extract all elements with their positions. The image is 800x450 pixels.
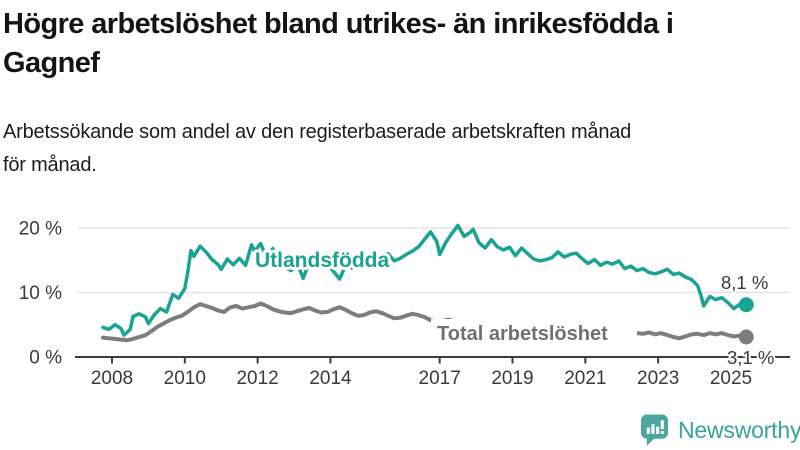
line-utlandsfodda	[101, 223, 749, 337]
chart-title: Högre arbetslöshet bland utrikes- än inr…	[3, 5, 800, 83]
label-backplate	[431, 319, 637, 344]
logo-mini-bars	[646, 419, 664, 434]
series-end-dots	[738, 297, 754, 345]
x-tick-label: 2014	[309, 368, 352, 389]
newsworthy-logo: Newsworthy	[640, 413, 800, 447]
chart-title-line-2: Gagnef	[3, 47, 100, 79]
y-tick-label: 20 %	[19, 219, 62, 240]
chart-subtitle-line-1: Arbetssökande som andel av den registerb…	[3, 121, 632, 143]
x-tick-label: 2010	[164, 368, 206, 389]
x-tick-label: 2017	[419, 368, 461, 389]
x-tick-label: 2025	[710, 368, 752, 389]
brand-name: Newsworthy	[678, 416, 800, 443]
y-tick-label: 10 %	[19, 283, 62, 304]
line-total-arbetsloshet	[100, 301, 749, 343]
x-tick-label: 2021	[564, 368, 606, 389]
chart-title-line-1: Högre arbetslöshet bland utrikes- än inr…	[3, 8, 674, 40]
gridlines	[78, 227, 790, 294]
x-axis: 2008 2010 2012 2014 2017 2019 2021 2023 2025	[75, 356, 790, 389]
bar-chart-speech-bubble-icon	[640, 414, 669, 446]
series-label-utlandsfodda: Utlandsfödda	[255, 249, 389, 272]
y-tick-label: 0 %	[29, 348, 62, 369]
x-tick-label: 2012	[236, 368, 278, 389]
chart-subtitle-line-2: för månad.	[3, 154, 97, 176]
x-tick-label: 2019	[491, 368, 533, 389]
end-dot-utlandsfodda	[738, 297, 754, 313]
end-value-label-total: 3,1 %	[727, 347, 774, 368]
chart-subtitle: Arbetssökande som andel av den registerb…	[3, 116, 763, 182]
series-label-total-arbetsloshet: Total arbetslöshet	[437, 323, 608, 345]
x-tick-label: 2008	[91, 368, 133, 389]
end-dot-total	[738, 329, 754, 345]
series-lines	[100, 223, 749, 343]
x-tick-label: 2023	[637, 368, 679, 389]
y-axis-labels: 0 % 10 % 20 %	[19, 219, 62, 369]
series-and-value-labels: Utlandsfödda Total arbetslöshet 8,1 % 3,1 %	[252, 246, 776, 370]
end-value-label-utlandsfodda: 8,1 %	[721, 272, 768, 293]
